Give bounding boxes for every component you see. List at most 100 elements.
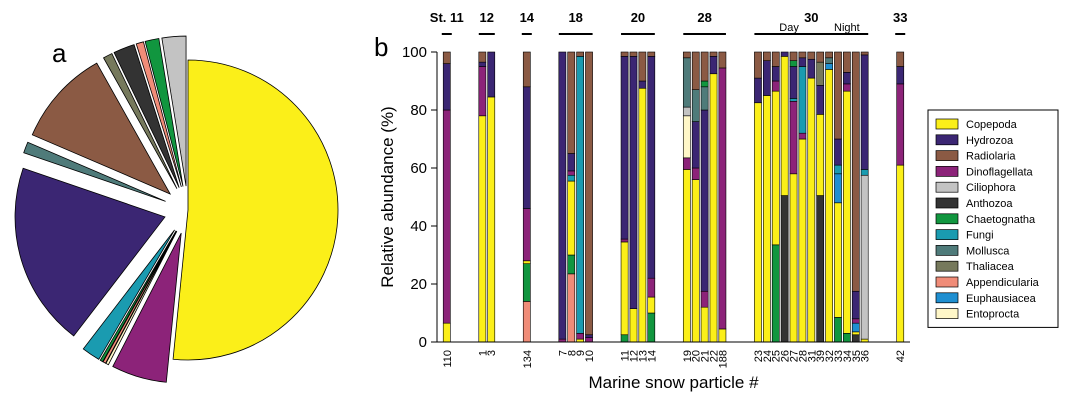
bar-134-radiolaria-5 (522, 51, 531, 88)
bar-28-hydrozoa-3 (798, 57, 807, 67)
bar-23-hydrozoa-1 (754, 77, 762, 104)
station-label-20: 20 (631, 10, 645, 25)
bar-10-dinoflagellata-0 (585, 337, 593, 343)
bar-25-chaetognatha-0 (771, 244, 780, 343)
bar-21-dinoflagellata-1 (700, 290, 709, 308)
bar-19-ciliophora-3 (682, 106, 691, 117)
bar-3-hydrozoa-1 (487, 51, 496, 98)
bar-11-chaetognatha-0 (620, 334, 629, 343)
bar-21-mollusca-3 (700, 86, 709, 111)
x-tick-label-27: 27 (789, 350, 801, 362)
x-tick-label-11: 11 (620, 350, 632, 361)
legend-box (927, 109, 1059, 328)
bar-27-radiolaria-5 (789, 51, 798, 61)
bar-39-hydrozoa-2 (816, 85, 825, 115)
bar-11-hydrozoa-3 (620, 56, 629, 240)
bar-36-hydrozoa-3 (860, 54, 869, 170)
station-label-30: 30 (804, 10, 818, 25)
pie-slice-appendicularia-3 (102, 230, 177, 364)
x-tick-label-32: 32 (824, 350, 836, 362)
bar-35-dinoflagellata-3 (851, 318, 860, 324)
bar-134-copepoda-2 (522, 260, 531, 264)
legend-label-ciliophora: Ciliophora (966, 182, 1016, 194)
bar-1-copepoda-0 (478, 115, 487, 343)
x-tick-label-10: 10 (584, 350, 596, 362)
x-tick-label-34: 34 (842, 350, 854, 362)
y-tick-label-60: 60 (410, 160, 427, 177)
station-label-18: 18 (568, 10, 582, 25)
bar-8-chaetognatha-1 (567, 254, 576, 275)
legend-swatch-euphausiacea (935, 292, 959, 304)
bar-35-radiolaria-5 (851, 51, 860, 292)
bar-21-chaetognatha-4 (700, 80, 709, 88)
bar-1-dinoflagellata-1 (478, 66, 487, 117)
bar-1-radiolaria-3 (478, 51, 487, 63)
bar-33-radiolaria-5 (834, 51, 842, 140)
pie-slice-radiolaria-8 (31, 62, 172, 195)
bar-8-dinoflagellata-4 (567, 170, 576, 176)
y-axis-title: Relative abundance (%) (378, 106, 397, 287)
legend-label-copepoda: Copepoda (966, 119, 1018, 131)
bar-134-dinoflagellata-3 (522, 208, 531, 262)
x-axis-title: Marine snow particle # (588, 373, 759, 392)
bar-134-appendicularia-0 (522, 301, 531, 343)
legend-label-mollusca: Mollusca (966, 245, 1010, 257)
bar-25-copepoda-1 (771, 90, 780, 246)
bar-42-copepoda-0 (896, 164, 905, 343)
pie-slice-appendicularia-11 (135, 41, 182, 188)
x-tick-label-25: 25 (771, 350, 783, 362)
bar-7-hydrozoa-1 (558, 51, 567, 340)
bar-8-copepoda-2 (567, 180, 576, 256)
bar-19-copepoda-0 (682, 169, 691, 343)
panel-label-b: b (374, 32, 388, 62)
legend-label-anthozoa: Anthozoa (966, 198, 1013, 210)
legend-swatch-mollusca (935, 245, 959, 256)
bar-39-thaliacea-3 (816, 61, 825, 86)
bar-31-hydrozoa-1 (807, 58, 816, 79)
x-tick-label-24: 24 (762, 350, 774, 362)
bar-12-radiolaria-2 (629, 51, 638, 57)
bar-19-dinoflagellata-1 (682, 157, 691, 170)
legend-swatch-hydrozoa (935, 134, 959, 146)
pie-slice-chaetognatha-4 (99, 230, 177, 363)
bar-8-radiolaria-6 (567, 51, 576, 154)
station-label-28: 28 (697, 10, 711, 25)
bar-110-hydrozoa-2 (442, 63, 451, 111)
bar-12-copepoda-0 (629, 308, 638, 343)
bar-13-hydrozoa-1 (638, 80, 647, 89)
bar-28-radiolaria-4 (798, 51, 807, 59)
bar-24-copepoda-0 (762, 95, 771, 343)
bar-34-copepoda-1 (843, 90, 851, 334)
bar-188-radiolaria-2 (718, 51, 727, 69)
x-tick-label-9: 9 (575, 350, 587, 356)
legend-swatch-dinoflagellata (935, 166, 959, 177)
bar-188-copepoda-0 (718, 328, 727, 343)
y-tick-label-40: 40 (410, 218, 427, 235)
bar-31-radiolaria-2 (807, 51, 816, 60)
bar-14-dinoflagellata-2 (647, 277, 656, 298)
x-tick-label-26: 26 (780, 350, 792, 362)
pie-slice-mollusca-7 (23, 141, 166, 202)
bar-24-radiolaria-2 (762, 51, 771, 61)
bar-24-hydrozoa-1 (762, 60, 771, 96)
x-tick-label-110: 110 (442, 350, 454, 368)
bar-1-hydrozoa-2 (478, 61, 487, 67)
y-tick-label-0: 0 (419, 334, 427, 351)
bar-8-fungi-3 (567, 174, 576, 182)
bar-32-euphausiacea-1 (825, 63, 833, 70)
pie-slice-entoprocta-2 (105, 231, 178, 366)
x-tick-label-188: 188 (717, 350, 729, 368)
bar-22-copepoda-0 (709, 73, 718, 343)
x-tick-label-39: 39 (815, 350, 827, 362)
bar-32-mollusca-2 (825, 57, 833, 64)
bar-21-hydrozoa-2 (700, 109, 709, 292)
bar-9-dinoflagellata-1 (576, 332, 585, 340)
bar-33-fungi-3 (834, 164, 842, 175)
bar-19-entoprocta-2 (682, 115, 691, 159)
bar-28-dinoflagellata-1 (798, 132, 807, 140)
bar-11-copepoda-1 (620, 241, 629, 336)
legend-swatch-ciliophora (935, 181, 959, 193)
x-tick-label-13: 13 (637, 350, 649, 362)
bar-22-radiolaria-2 (709, 51, 718, 57)
